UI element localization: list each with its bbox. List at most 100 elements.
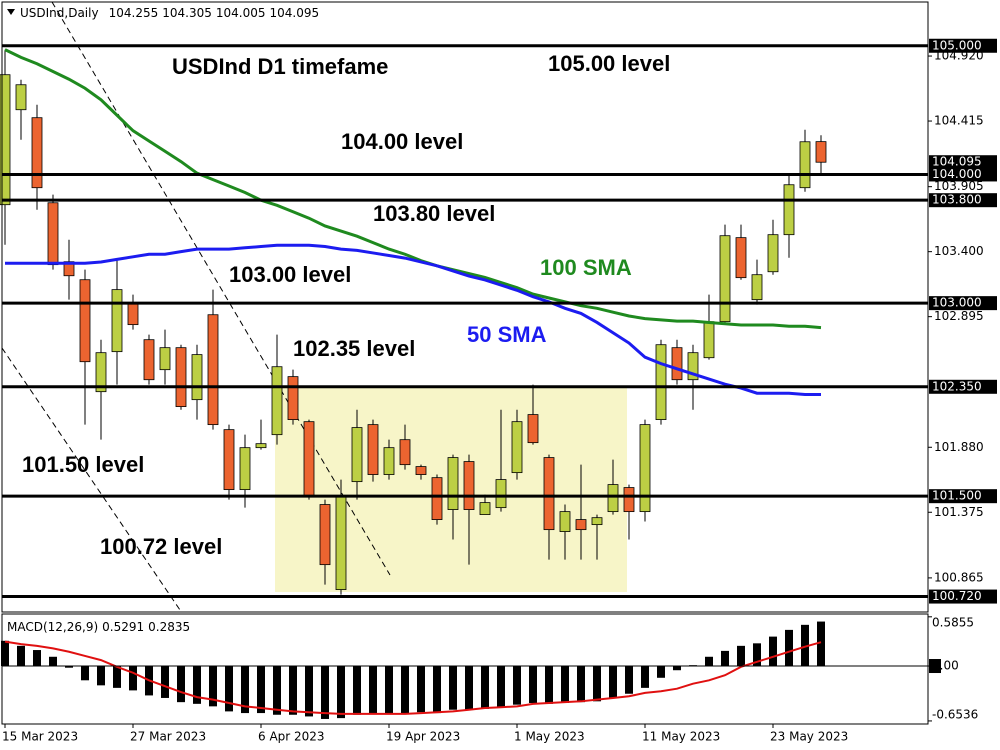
candle-body: [623, 487, 635, 513]
candle-body: [335, 496, 347, 591]
series-label: 50 SMA: [467, 322, 547, 347]
indicator-name: MACD(12,26,9): [7, 620, 98, 634]
histogram-bar: [545, 666, 553, 704]
candle-body: [735, 237, 747, 279]
histogram-bar: [337, 666, 345, 719]
candle-body: [719, 235, 731, 323]
histogram-bar: [625, 666, 633, 694]
chart-header: USDInd,Daily 104.255 104.305 104.005 104.095: [20, 6, 319, 20]
y-tick-label: 103.400: [934, 244, 984, 258]
histogram-bar: [529, 666, 537, 703]
histogram-bar: [97, 666, 105, 686]
level-label-box: [929, 167, 997, 182]
histogram-bar: [753, 643, 761, 667]
histogram-bar: [81, 666, 89, 681]
candle-body: [367, 424, 379, 475]
candle-body: [399, 439, 411, 466]
candle-body: [415, 466, 427, 475]
ohlc-value: 104.095: [269, 6, 319, 20]
candle-body: [543, 457, 555, 531]
histogram-bar: [433, 666, 441, 714]
histogram-bar: [513, 666, 521, 705]
signal-line: [4, 640, 822, 715]
histogram-bar: [817, 621, 825, 667]
candle-body: [431, 477, 443, 520]
candle-body: [0, 74, 11, 206]
candle-body: [591, 517, 603, 526]
candle-body: [79, 279, 91, 363]
candle-body: [783, 184, 795, 236]
histogram-bar: [481, 666, 489, 709]
histogram-bar: [673, 666, 681, 671]
histogram-bar: [321, 666, 329, 719]
histogram-bar: [289, 666, 297, 715]
candle-body: [527, 414, 539, 444]
histogram-bar: [401, 666, 409, 714]
candle-body: [559, 511, 571, 532]
candle-body: [47, 202, 59, 266]
candle-body: [479, 502, 491, 515]
indicator-title: MACD(12,26,9) 0.5291 0.2835: [7, 620, 190, 634]
level-label-box: [929, 193, 997, 208]
candle-body: [687, 352, 699, 381]
y-tick-label: 0.00: [932, 659, 959, 673]
candle-body: [767, 234, 779, 273]
candle-body: [31, 117, 43, 189]
candle-body: [575, 519, 587, 531]
annotation: 104.00 level: [341, 129, 463, 154]
candle-body: [287, 376, 299, 421]
histogram-bar: [113, 666, 121, 688]
candle-body: [655, 344, 667, 421]
histogram-bar: [65, 666, 73, 668]
indicator-value: 0.2835: [148, 620, 190, 634]
x-tick-label: 1 May 2023: [514, 730, 585, 744]
candle-body: [815, 141, 827, 163]
histogram-bar: [193, 666, 201, 704]
candle-body: [239, 447, 251, 491]
candle-body: [639, 424, 651, 513]
annotation: 103.00 level: [229, 262, 351, 287]
candle-body: [495, 479, 507, 509]
histogram-bar: [273, 666, 281, 715]
candle-body: [303, 421, 315, 497]
histogram-bar: [257, 666, 265, 714]
candle-body: [751, 274, 763, 301]
histogram-bar: [353, 666, 361, 715]
histogram-bar: [449, 666, 457, 710]
level-label: 102.350: [932, 379, 982, 393]
histogram-bar: [497, 666, 505, 708]
x-tick-label: 23 May 2023: [770, 730, 848, 744]
histogram-bar: [641, 666, 649, 688]
candle-body: [207, 314, 219, 426]
x-tick-label: 27 Mar 2023: [130, 730, 206, 744]
candle-body: [95, 352, 107, 393]
level-label: 105.000: [932, 38, 982, 52]
y-tick-label: 103.905: [934, 179, 984, 193]
x-tick-label: 15 Mar 2023: [2, 730, 78, 744]
y-tick-label: 100.865: [934, 570, 984, 584]
level-label-box: [929, 489, 997, 504]
candle-body: [143, 339, 155, 381]
candle-body: [799, 141, 811, 189]
histogram-bar: [209, 666, 217, 707]
level-label: 103.800: [932, 193, 982, 207]
x-tick-label: 6 Apr 2023: [258, 730, 325, 744]
candle-body: [255, 443, 267, 449]
histogram-bar: [769, 636, 777, 667]
histogram-bar: [225, 666, 233, 712]
candle-body: [351, 427, 363, 483]
y-tick-label: 101.375: [934, 505, 984, 519]
histogram-bar: [705, 656, 713, 667]
candle-body: [463, 461, 475, 510]
histogram-bar: [241, 666, 249, 714]
candle-body: [447, 457, 459, 510]
histogram-bar: [385, 666, 393, 714]
histogram-bar: [17, 645, 25, 667]
level-label-box: [929, 38, 997, 53]
candle-body: [223, 429, 235, 491]
series-label: 100 SMA: [540, 255, 632, 280]
histogram-bar: [49, 656, 57, 667]
annotation: 105.00 level: [548, 51, 670, 76]
menu-arrow[interactable]: [7, 9, 15, 15]
